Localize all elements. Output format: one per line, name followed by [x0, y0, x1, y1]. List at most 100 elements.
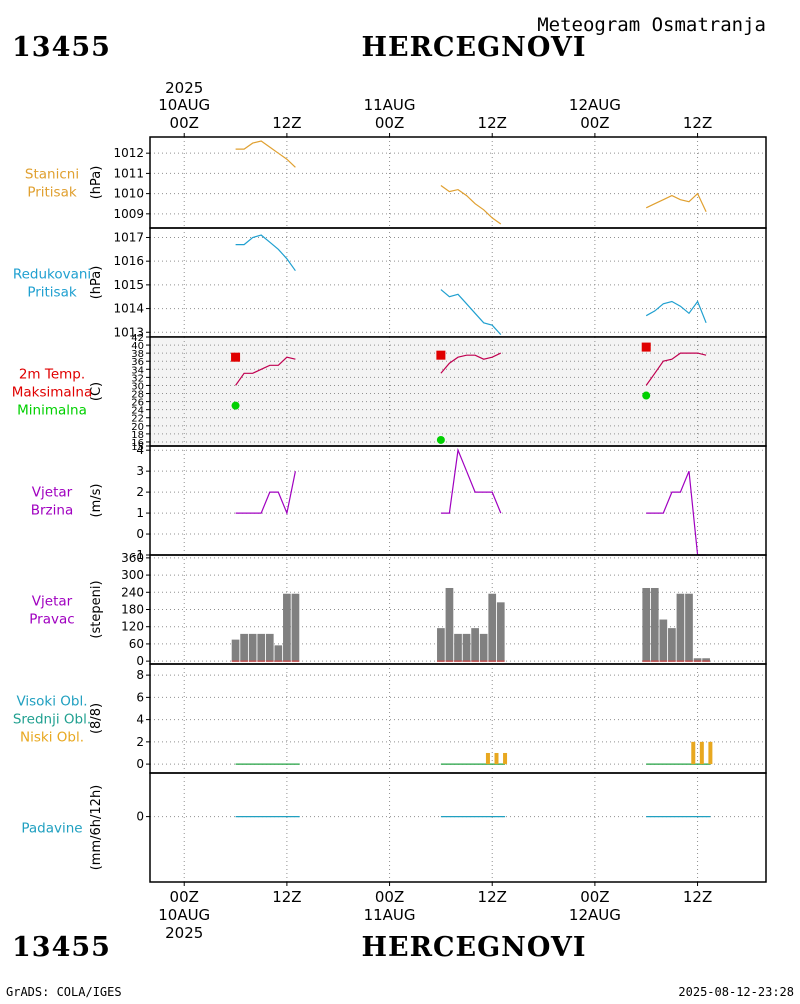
wind-direction-bar: [488, 593, 497, 662]
y-tick-label: 38: [131, 349, 144, 360]
y-tick-label: 2: [136, 735, 144, 749]
time-label-date: 11AUG: [364, 906, 416, 924]
temperature-series-line: [645, 352, 707, 386]
tmin-marker: [642, 391, 651, 400]
time-label-hour: 00Z: [170, 114, 199, 132]
time-label-date: 10AUG: [158, 96, 210, 114]
time-label-hour: 12Z: [478, 114, 507, 132]
y-axis-label: (C): [89, 382, 104, 401]
y-tick-label: 4: [136, 713, 144, 727]
station_pressure-series-line: [235, 140, 296, 168]
time-label-hour: 00Z: [170, 888, 199, 906]
y-tick-label: 30: [131, 381, 144, 392]
y-tick-label: -1: [132, 548, 144, 562]
wind-direction-bar: [479, 633, 488, 662]
wind-direction-bar: [642, 587, 651, 662]
time-label-hour: 12Z: [272, 114, 301, 132]
time-label-date: 10AUG: [158, 906, 210, 924]
wind-direction-bar: [265, 633, 274, 662]
y-tick-label: 1014: [113, 302, 144, 316]
panel-label-line: Niski Obl.: [20, 730, 84, 746]
wind-direction-bar: [650, 587, 659, 662]
panel-label-line: Vjetar: [32, 594, 73, 610]
time-label-hour: 12Z: [272, 888, 301, 906]
station_pressure-series-line: [645, 192, 707, 213]
wind-direction-bar: [659, 619, 668, 662]
time-label-date: 11AUG: [364, 96, 416, 114]
y-tick-label: 300: [121, 568, 144, 582]
y-tick-label: 240: [121, 585, 144, 599]
y-tick-label: 2: [136, 485, 144, 499]
wind-direction-bar: [454, 633, 462, 662]
panel-precipitation: 0 (mm/6h/12h) Padavine: [21, 772, 767, 883]
y-tick-label: 0: [136, 527, 144, 541]
y-tick-label: 4: [136, 443, 144, 457]
panel-label-line: Maksimalna: [12, 385, 93, 401]
wind-direction-bar: [274, 645, 283, 662]
wind-direction-bar: [462, 633, 471, 662]
temperature-series-line: [235, 356, 296, 386]
wind_speed-series-line: [235, 471, 296, 516]
wind-direction-bar: [248, 633, 257, 662]
panel-label-line: Padavine: [21, 821, 82, 837]
y-tick-label: 360: [121, 551, 144, 565]
y-tick-label: 6: [136, 690, 144, 704]
y-tick-label: 22: [131, 414, 144, 425]
render-timestamp: 2025-08-12-23:28: [678, 985, 794, 999]
low-cloud-bar: [708, 741, 713, 765]
time-label-hour: 00Z: [375, 888, 404, 906]
low-cloud-bar: [699, 741, 704, 765]
y-tick-label: 1011: [113, 166, 144, 180]
y-tick-label: 42: [131, 333, 144, 344]
wind-direction-bar: [240, 633, 248, 662]
wind-direction-bar: [231, 639, 240, 662]
wind-direction-bar: [257, 633, 266, 662]
y-tick-label: 20: [131, 422, 144, 433]
wind-direction-bar: [496, 602, 505, 662]
reduced_pressure-series-line: [645, 300, 707, 324]
y-tick-label: 18: [131, 430, 144, 441]
reduced_pressure-series-line: [440, 289, 502, 336]
wind-direction-bar: [471, 628, 479, 662]
temperature-series-line: [440, 352, 502, 374]
temperature-panel-shading: [150, 337, 766, 446]
panel-label-line: Pritisak: [27, 285, 77, 301]
station-id: 13455: [12, 32, 111, 63]
panel-wind_direction: 0 60 120 180 240 300 360 (stepeni) Vjetar Pravac: [29, 551, 767, 668]
y-tick-label: 1: [136, 506, 144, 520]
panel-label-line: Brzina: [31, 503, 73, 519]
wind-direction-bar: [445, 587, 454, 662]
y-tick-label: 24: [131, 406, 144, 417]
panel-label-line: Srednji Obl.: [13, 712, 91, 728]
y-tick-label: 36: [131, 357, 144, 368]
time-label-year: 2025: [165, 79, 203, 97]
y-tick-label: 1013: [113, 325, 144, 339]
y-tick-label: 34: [131, 365, 144, 376]
wind-direction-bar: [702, 658, 710, 662]
time-label-hour: 00Z: [375, 114, 404, 132]
panel-label-line: Minimalna: [17, 403, 87, 419]
y-tick-label: 1015: [113, 278, 144, 292]
time-label-hour: 00Z: [580, 888, 609, 906]
panel-label-line: Vjetar: [32, 485, 73, 501]
time-label-hour: 00Z: [580, 114, 609, 132]
y-tick-label: 0: [136, 810, 144, 824]
y-tick-label: 26: [131, 398, 144, 409]
low-cloud-bar: [494, 752, 499, 765]
time-label-hour: 12Z: [683, 114, 712, 132]
time-label-hour: 12Z: [683, 888, 712, 906]
panel-label-line: Pravac: [29, 612, 74, 628]
station_pressure-series-line: [440, 185, 502, 225]
station-id-footer: 13455: [12, 932, 111, 963]
tmin-marker: [231, 401, 240, 410]
wind-direction-bar: [291, 593, 300, 662]
tmin-marker: [436, 435, 445, 444]
tmax-marker: [436, 350, 446, 360]
y-tick-label: 1017: [113, 230, 144, 244]
y-axis-label: (hPa): [89, 166, 104, 200]
tmax-marker: [641, 342, 651, 352]
